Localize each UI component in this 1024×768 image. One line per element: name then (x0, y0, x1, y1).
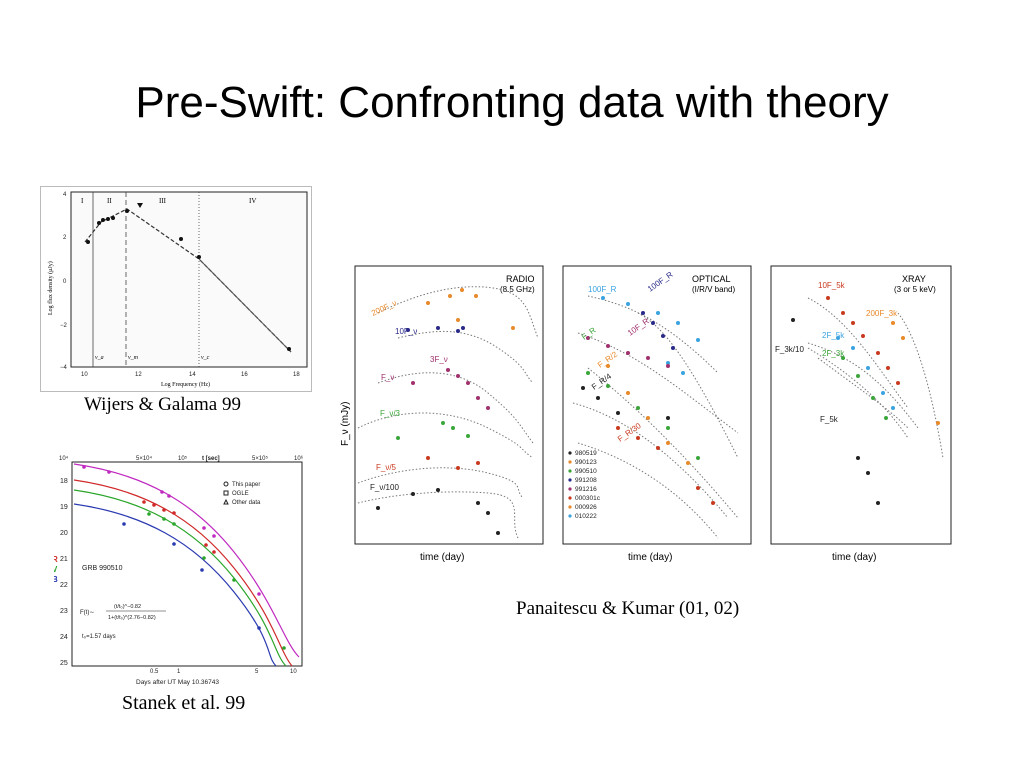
wijers-xtick: 16 (241, 372, 248, 378)
stanek-t0-label: t₀=1.57 days (82, 634, 116, 640)
radio-panel: RADIO (8.5 GHz) 200F_ν 10F_ν (354, 265, 544, 563)
wijers-data-points (86, 203, 291, 351)
slide-title: Pre-Swift: Confronting data with theory (135, 78, 889, 127)
xray-data-points (791, 296, 940, 505)
stanek-lightcurve-plot: 10⁴ 5×10⁴ 10⁵ 5×10⁵ 10⁶ t [sec] 18 19 20… (52, 455, 304, 686)
stanek-ylabel-r: R (54, 555, 58, 564)
stanek-legend-other: Other data (232, 500, 261, 506)
optical-data-points (581, 296, 715, 505)
break-label-nu-a: ν_a (95, 355, 104, 361)
radio-label-10f: 10F_ν (395, 327, 417, 336)
stanek-ytick: 25 (60, 660, 68, 667)
stanek-top-axis-label: t [sec] (202, 456, 220, 462)
stanek-ytick: 23 (60, 608, 68, 615)
stanek-data-points (82, 465, 286, 650)
region-label-2: II (107, 197, 112, 205)
stanek-ytick: 21 (60, 556, 68, 563)
wijers-ylabel: Log flux density (μJy) (47, 261, 54, 315)
wijers-xtick: 10 (81, 372, 88, 378)
stanek-xlabel: Days after UT May 10.36743 (136, 679, 219, 686)
legend-000301c: 000301c (575, 495, 601, 502)
legend-010222: 010222 (575, 513, 597, 520)
optical-panel: OPTICAL (I/R/V band) 100F_R (562, 265, 752, 563)
stanek-formula-den: 1+(t/t₀)^(2.76−0.82) (108, 615, 156, 621)
stanek-legend-this-paper: This paper (232, 482, 260, 488)
stanek-top-tick: 10⁶ (294, 455, 304, 462)
stanek-formula-lhs: F(t)∼ (80, 610, 94, 616)
xray-label-2f5k: 2F_5k (822, 331, 845, 340)
xray-label-f3k10: F_3k/10 (775, 345, 804, 354)
region-label-3: III (159, 197, 167, 205)
stanek-ytick: 22 (60, 582, 68, 589)
panaitescu-caption: Panaitescu & Kumar (01, 02) (516, 598, 740, 619)
optical-xlabel: time (day) (628, 552, 672, 563)
wijers-figure: I II III IV ν_a ν_m ν_c 10 12 14 16 18 4… (40, 186, 312, 392)
radio-panel-title: RADIO (506, 274, 535, 284)
legend-990123: 990123 (575, 459, 597, 466)
wijers-ytick: −2 (60, 323, 68, 329)
xray-label-f5k: F_5k (820, 415, 839, 424)
stanek-bottom-tick: 5 (255, 669, 259, 675)
xray-panel-title: XRAY (902, 274, 926, 284)
stanek-ytick: 19 (60, 504, 68, 511)
xray-panel: XRAY (3 or 5 keV) 10F_5k 200F_3k 2F_5k (770, 265, 952, 563)
xray-panel-subtitle: (3 or 5 keV) (894, 285, 936, 294)
stanek-caption: Stanek et al. 99 (122, 692, 246, 714)
legend-990510: 990510 (575, 468, 597, 475)
optical-legend: 980519 990123 990510 991208 991216 00030… (568, 450, 601, 520)
stanek-grb-label: GRB 990510 (82, 565, 123, 572)
xray-xlabel: time (day) (832, 552, 876, 563)
stanek-formula-num: (t/t₀)^−0.82 (114, 604, 141, 610)
legend-991216: 991216 (575, 486, 597, 493)
stanek-top-tick: 10⁴ (59, 455, 69, 462)
stanek-ytick: 18 (60, 478, 68, 485)
optical-label-100fr-cyan: 100F_R (588, 285, 617, 294)
break-label-nu-m: ν_m (128, 355, 139, 361)
stanek-legend-ogle: OGLE (232, 491, 249, 497)
break-label-nu-c: ν_c (201, 355, 210, 361)
wijers-xtick: 12 (135, 372, 142, 378)
stanek-top-tick: 5×10⁴ (136, 455, 153, 462)
stanek-bottom-tick: 10 (290, 669, 297, 675)
wijers-xlabel: Log Frequency (Hz) (161, 381, 210, 388)
panaitescu-figure: F_ν (mJy) RADIO (8.5 GHz) (338, 258, 956, 566)
optical-panel-title: OPTICAL (692, 274, 731, 284)
wijers-caption: Wijers & Galama 99 (84, 394, 241, 415)
optical-panel-subtitle: (I/R/V band) (692, 285, 735, 294)
region-label-4: IV (249, 197, 256, 205)
radio-label-3f: 3F_ν (430, 355, 448, 364)
wijers-xtick: 14 (189, 372, 196, 378)
radio-label-f: F_ν (381, 373, 394, 382)
panaitescu-ylabel: F_ν (mJy) (340, 402, 351, 446)
wijers-xtick: 18 (293, 372, 300, 378)
stanek-bottom-tick: 0.5 (150, 669, 159, 675)
xray-label-200f3k: 200F_3k (866, 309, 898, 318)
legend-980519: 980519 (575, 450, 597, 457)
stanek-top-tick: 5×10⁵ (252, 455, 269, 462)
xray-label-10f5k: 10F_5k (818, 281, 846, 290)
legend-991208: 991208 (575, 477, 597, 484)
panaitescu-lightcurves-plot: F_ν (mJy) RADIO (8.5 GHz) (340, 265, 952, 563)
stanek-top-tick: 10⁵ (178, 455, 188, 462)
radio-label-f5: F_ν/5 (376, 463, 397, 472)
wijers-spectrum-plot: I II III IV ν_a ν_m ν_c 10 12 14 16 18 4… (47, 191, 308, 388)
region-label-1: I (81, 197, 84, 205)
stanek-figure: 10⁴ 5×10⁴ 10⁵ 5×10⁵ 10⁶ t [sec] 18 19 20… (52, 452, 308, 688)
radio-data-points (376, 288, 515, 535)
radio-xlabel: time (day) (420, 552, 464, 563)
stanek-ylabel-b: B (54, 575, 58, 584)
stanek-ytick: 24 (60, 634, 68, 641)
wijers-ytick: 2 (63, 235, 67, 241)
wijers-ytick: −4 (60, 365, 68, 371)
stanek-ylabel-v: V (54, 565, 58, 574)
radio-label-f3: F_ν/3 (380, 409, 401, 418)
stanek-bottom-tick: 1 (177, 669, 181, 675)
legend-000926: 000926 (575, 504, 597, 511)
stanek-ytick: 20 (60, 530, 68, 537)
wijers-ytick: 4 (63, 192, 67, 198)
radio-label-f100: F_ν/100 (370, 483, 399, 492)
xray-label-2f3k: 2F_3k (822, 349, 845, 358)
radio-panel-subtitle: (8.5 GHz) (500, 285, 535, 294)
wijers-ytick: 0 (63, 279, 67, 285)
